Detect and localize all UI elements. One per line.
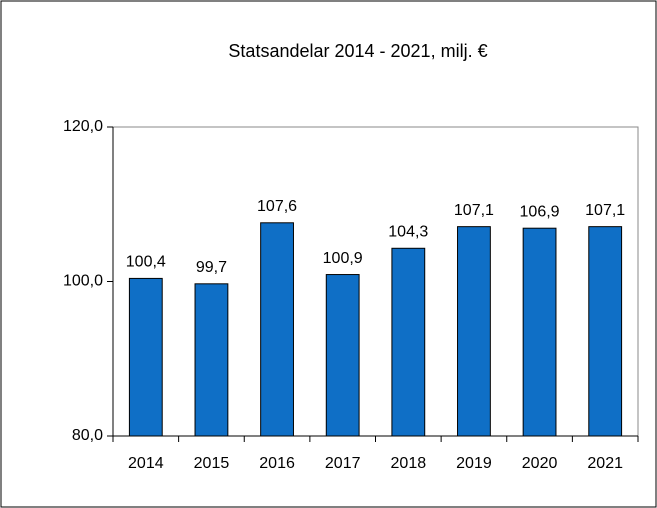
value-label: 104,3 — [388, 224, 428, 241]
y-tick-label: 120,0 — [63, 118, 103, 135]
bar — [128, 277, 163, 437]
value-label: 107,1 — [454, 202, 494, 219]
bar — [325, 274, 360, 437]
x-tick-label: 2021 — [587, 455, 623, 472]
x-tick-label: 2014 — [128, 455, 164, 472]
x-tick-label: 2018 — [391, 455, 427, 472]
x-tick-label: 2015 — [194, 455, 230, 472]
value-label: 99,7 — [196, 259, 227, 276]
y-tick-label: 80,0 — [72, 427, 103, 444]
value-label: 100,4 — [126, 254, 166, 271]
y-tick-label: 100,0 — [63, 273, 103, 290]
chart-title: Statsandelar 2014 - 2021, milj. € — [228, 41, 487, 61]
bar — [391, 247, 426, 437]
x-tick-label: 2019 — [456, 455, 492, 472]
bar — [588, 226, 623, 437]
x-tick-label: 2016 — [259, 455, 295, 472]
x-tick-label: 2020 — [522, 455, 558, 472]
bar — [194, 283, 229, 437]
bar — [522, 227, 557, 437]
bar — [457, 226, 491, 437]
value-label: 106,9 — [520, 203, 560, 220]
plot-border — [113, 126, 639, 436]
bar — [260, 222, 294, 437]
value-label: 100,9 — [323, 250, 363, 267]
value-label: 107,6 — [257, 198, 297, 215]
x-tick-label: 2017 — [325, 455, 361, 472]
value-label: 107,1 — [585, 202, 625, 219]
